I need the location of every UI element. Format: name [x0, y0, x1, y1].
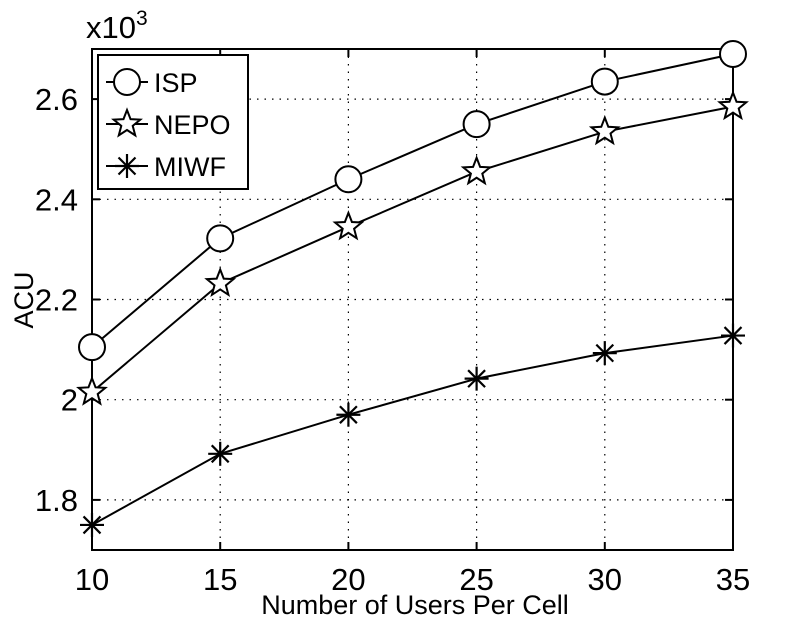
series-isp [78, 40, 747, 362]
data-point-marker [588, 114, 621, 146]
series-line [91, 53, 734, 348]
data-point-marker [464, 366, 489, 391]
data-point-marker [717, 89, 749, 121]
legend-label: NEPO [154, 110, 231, 140]
data-point-marker [208, 441, 233, 466]
data-point-marker [590, 67, 619, 96]
data-point-marker [719, 40, 747, 69]
data-point-marker [336, 402, 361, 427]
legend-marker [111, 107, 143, 138]
legend-label: MIWF [154, 152, 226, 182]
axis-ticks: 10 15 20 25 30 35 1.8 2 2.2 2.4 2.6 [35, 49, 750, 597]
series-line [91, 334, 734, 526]
legend-label: ISP [154, 68, 198, 98]
legend-item-isp: ISP [106, 68, 198, 98]
x-tick-label: 20 [331, 562, 365, 597]
data-point-marker [460, 154, 493, 186]
x-tick-label: 25 [459, 562, 493, 597]
data-point-marker [462, 110, 491, 139]
series-layer [76, 40, 749, 537]
legend-marker [113, 68, 141, 96]
data-point-marker [204, 266, 237, 298]
x-tick-label: 30 [588, 562, 622, 597]
legend-item-nepo: NEPO [106, 107, 231, 140]
data-point-marker [76, 375, 108, 406]
data-point-marker [334, 165, 363, 194]
data-point-marker [206, 224, 235, 253]
series-miwf [80, 323, 745, 537]
x-tick-label: 35 [716, 562, 750, 597]
y-tick-label: 2.4 [35, 182, 78, 217]
data-point-marker [78, 333, 106, 362]
y-tick-label: 1.8 [35, 483, 78, 518]
series-line [91, 105, 734, 393]
data-point-marker [721, 323, 745, 348]
x-tick-label: 15 [203, 562, 237, 597]
data-point-marker [592, 341, 617, 366]
y-tick-label: 2.6 [35, 82, 78, 117]
x-tick-label: 10 [75, 562, 109, 597]
y-multiplier-label: x103 [86, 7, 148, 45]
legend-item-miwf: MIWF [106, 152, 226, 182]
series-nepo [76, 89, 749, 406]
legend: ISP NEPO MIWF [97, 54, 249, 190]
data-point-marker [332, 210, 365, 241]
data-point-marker [80, 512, 104, 537]
legend-marker [115, 154, 139, 178]
y-tick-label: 2 [61, 383, 78, 418]
x-axis-title: Number of Users Per Cell [261, 590, 569, 620]
y-axis-title: ACU [9, 271, 39, 328]
y-tick-label: 2.2 [35, 283, 78, 318]
